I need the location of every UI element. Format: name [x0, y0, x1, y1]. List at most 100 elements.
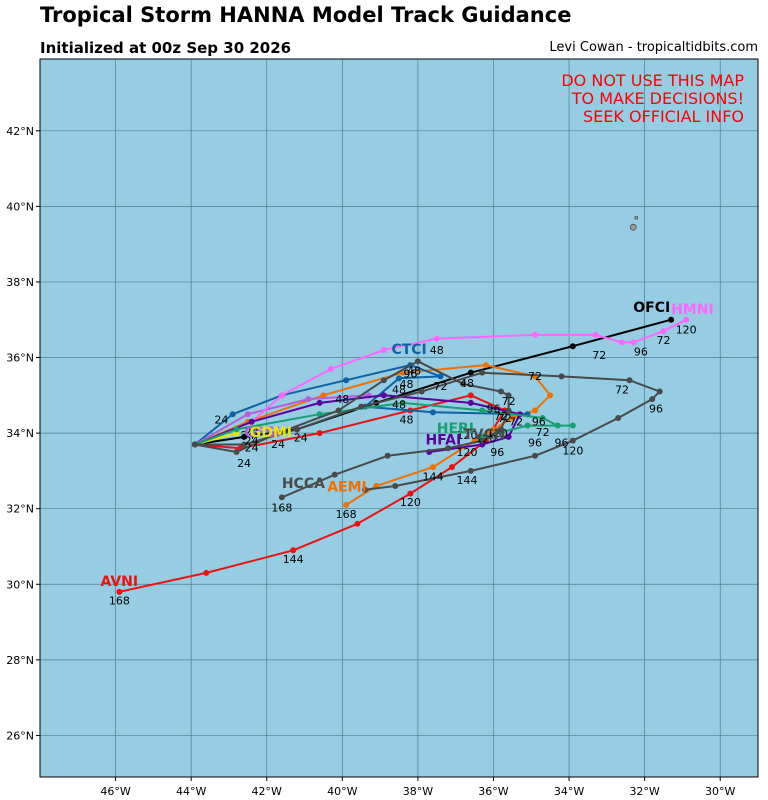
warning-text: DO NOT USE THIS MAP TO MAKE DECISIONS! S… [561, 71, 744, 126]
track-point [331, 471, 338, 478]
hour-label: 72 [509, 416, 523, 429]
hour-label: 48 [400, 414, 414, 427]
hour-label: 48 [407, 365, 421, 378]
track-point [479, 369, 486, 376]
hour-label: 24 [245, 425, 259, 438]
track-line [194, 401, 574, 446]
hour-label: 120 [475, 433, 496, 446]
model-label-tvcn: TVCN [463, 427, 505, 443]
lon-tick-label: 34°W [554, 785, 584, 798]
model-label-ctci: CTCI [391, 342, 426, 358]
track-point [532, 452, 539, 459]
track-point [554, 422, 561, 429]
track-point [278, 494, 285, 501]
hour-label: 96 [554, 437, 568, 450]
lat-tick-label: 26°N [6, 729, 34, 742]
model-tracks [116, 316, 690, 595]
model-label-hcca: HCCA [282, 476, 325, 492]
track-point [233, 426, 240, 433]
track-point [668, 316, 675, 323]
model-label-hmni: HMNI [671, 302, 714, 318]
track-point [630, 339, 637, 346]
track-tvcn [191, 369, 663, 493]
track-hebi [191, 399, 576, 448]
track-point [467, 392, 474, 399]
map-frame [39, 58, 759, 778]
track-point [467, 369, 474, 376]
track-point [683, 316, 690, 323]
track-point [615, 415, 622, 421]
hour-label: 96 [528, 437, 542, 450]
track-point [392, 483, 399, 490]
track-point [343, 501, 350, 508]
lon-tick-label: 30°W [705, 785, 735, 798]
track-point [437, 373, 444, 380]
track-hcca [191, 358, 512, 501]
track-point [592, 331, 599, 338]
warning-line-2: TO MAKE DECISIONS! [571, 89, 744, 108]
track-point [248, 418, 255, 425]
hour-label: 48 [460, 377, 474, 390]
track-point [430, 464, 437, 471]
hour-label: 72 [657, 334, 671, 347]
init-time-subtitle: Initialized at 00z Sep 30 2026 [40, 39, 292, 57]
track-point [327, 365, 334, 372]
lat-tick-label: 28°N [6, 654, 34, 667]
track-point [316, 430, 323, 437]
hour-label: 72 [615, 383, 629, 396]
hour-label: 72 [502, 395, 516, 408]
hour-label: 24 [294, 431, 308, 444]
track-point [498, 426, 505, 433]
track-hfai [191, 392, 523, 456]
hour-label: 48 [335, 393, 349, 406]
hour-label: 120 [457, 446, 478, 459]
model-label-hebi: HEBI [437, 421, 474, 437]
hour-label: 72 [528, 370, 542, 383]
lat-tick-label: 42°N [6, 125, 34, 138]
track-point [569, 437, 576, 444]
track-point [316, 399, 323, 406]
hour-label: 72 [494, 410, 508, 423]
lon-tick-label: 40°W [327, 785, 357, 798]
axis-ticks: 46°W 44°W 42°W 40°W 38°W 36°W 34°W 32°W 30°W 26°N… [6, 125, 735, 798]
hour-label: 24 [241, 429, 255, 442]
islands [629, 215, 639, 231]
track-avni [116, 392, 508, 595]
model-label-ofci: OFCI [633, 300, 670, 316]
track-point [233, 449, 240, 456]
track-point [354, 520, 361, 527]
lat-tick-label: 38°N [6, 276, 34, 289]
track-point [241, 441, 248, 448]
hour-label: 144 [283, 553, 304, 566]
track-point [626, 377, 633, 384]
hour-label: 96 [490, 446, 504, 459]
track-point [116, 588, 123, 595]
track-point [482, 362, 489, 369]
track-point [479, 407, 486, 414]
track-point [509, 415, 516, 421]
hour-label: 120 [457, 429, 478, 442]
hour-label: 24 [237, 457, 251, 470]
hour-label: 48 [430, 344, 444, 357]
lat-tick-label: 36°N [6, 352, 34, 365]
track-point [505, 392, 512, 399]
lon-tick-label: 42°W [252, 785, 282, 798]
track-point [335, 407, 342, 414]
track-point [618, 339, 625, 346]
credit-text: Levi Cowan - tropicaltidbits.com [549, 40, 758, 55]
track-point [418, 388, 425, 395]
track-point [414, 358, 421, 365]
hour-label: 72 [592, 349, 606, 362]
lon-tick-label: 44°W [176, 785, 206, 798]
hour-label: 168 [336, 508, 357, 521]
hour-label: 168 [109, 594, 130, 607]
track-line [194, 364, 528, 446]
track-point [448, 464, 455, 471]
warning-line-1: DO NOT USE THIS MAP [561, 71, 744, 90]
track-point [532, 407, 539, 414]
track-point [467, 399, 474, 406]
track-point [203, 569, 210, 576]
